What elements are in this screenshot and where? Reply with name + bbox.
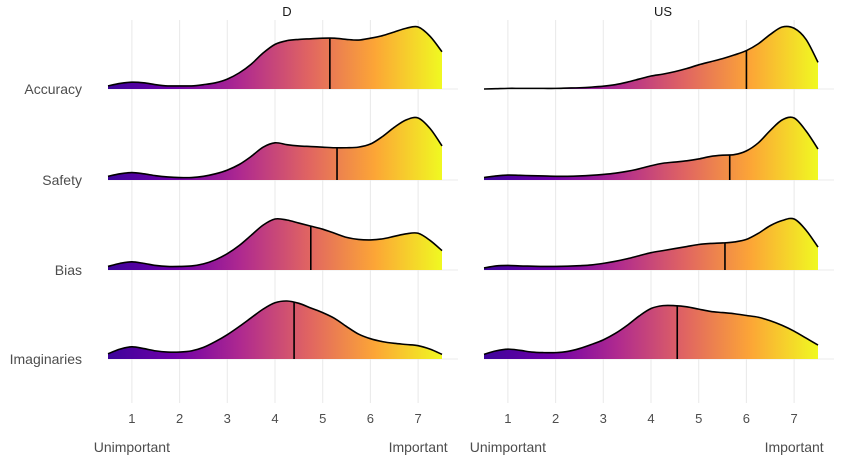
tick-label-us-3: 3 [600,411,607,426]
ridge-outline-us-accuracy [483,25,819,90]
ridge-fill-d-bias [108,218,442,270]
tick-label-us-4: 4 [647,411,654,426]
ridge-d-safety [107,116,443,180]
ridge-outline-us-imaginaries [483,304,819,356]
tick-label-d-2: 2 [176,411,183,426]
row-label-imaginaries: Imaginaries [10,351,82,367]
tick-label-us-7: 7 [791,411,798,426]
ridge-fill-us-bias [484,218,818,270]
ridge-us-bias [483,217,819,270]
row-label-bias: Bias [55,262,82,278]
tick-label-d-6: 6 [367,411,374,426]
ridge-d-bias [107,217,443,270]
tick-label-d-5: 5 [319,411,326,426]
row-label-safety: Safety [42,172,82,188]
ridge-outline-d-imaginaries [107,300,443,356]
ridge-outline-us-bias [483,217,819,269]
ridge-outline-us-safety [483,116,819,179]
ridge-fill-d-safety [108,117,442,180]
ridge-d-imaginaries [107,300,443,359]
tick-label-us-6: 6 [743,411,750,426]
tick-label-d-4: 4 [271,411,278,426]
end-label-low-d: Unimportant [94,439,170,455]
ridge-us-imaginaries [483,304,819,359]
ridge-outline-d-safety [107,116,443,179]
tick-label-us-1: 1 [504,411,511,426]
ridge-fill-us-safety [484,117,818,180]
ridge-fill-d-accuracy [108,26,442,90]
row-label-accuracy: Accuracy [24,81,82,97]
ridge-layer [107,25,819,359]
facet-title-us: US [654,4,672,19]
ridge-outline-d-accuracy [107,25,443,87]
label-layer: D US Accuracy Safety Bias Imaginaries 1 2 3 4 5 6 7 U… [10,4,824,455]
ridge-us-accuracy [483,25,819,90]
end-label-high-us: Important [765,439,824,455]
facet-title-d: D [282,4,291,19]
ridge-outline-d-bias [107,217,443,268]
ridge-us-safety [483,116,819,180]
tick-label-d-7: 7 [415,411,422,426]
tick-label-d-1: 1 [128,411,135,426]
end-label-high-d: Important [389,439,448,455]
end-label-low-us: Unimportant [470,439,546,455]
tick-label-us-2: 2 [552,411,559,426]
tick-label-us-5: 5 [695,411,702,426]
tick-label-d-3: 3 [224,411,231,426]
ridge-fill-us-accuracy [484,26,818,89]
ridge-fill-d-imaginaries [108,300,442,359]
ridge-d-accuracy [107,25,443,90]
ridge-fill-us-imaginaries [484,305,818,359]
